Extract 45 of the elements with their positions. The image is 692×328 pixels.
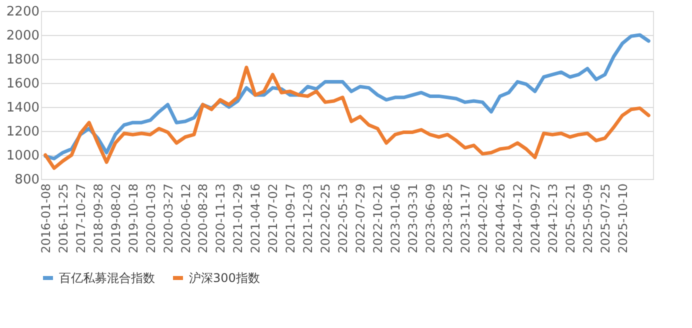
x-tick-label: 2021-12-03 — [301, 184, 316, 254]
x-tick-label: 2023-03-31 — [406, 184, 420, 254]
x-tick-label: 2024-12-13 — [546, 184, 560, 254]
y-tick-label: 1000 — [6, 148, 40, 164]
x-tick-label: 2023-08-25 — [441, 184, 456, 254]
y-tick-label: 1800 — [6, 52, 40, 68]
legend-label: 沪深300指数 — [189, 271, 260, 285]
x-tick-label: 2017-10-27 — [74, 184, 88, 254]
x-tick-label: 2023-11-17 — [458, 184, 473, 254]
x-tick-label: 2021-01-29 — [231, 184, 246, 254]
x-tick-label: 2019-08-02 — [108, 184, 123, 254]
x-tick-label: 2025-10-10 — [616, 184, 630, 254]
x-tick-label: 2016-11-25 — [56, 184, 70, 254]
y-tick-label: 1200 — [6, 124, 40, 140]
x-tick-label: 2022-02-25 — [318, 184, 333, 254]
x-tick-label: 2024-04-26 — [494, 184, 508, 254]
x-tick-label: 2022-07-29 — [354, 184, 368, 254]
y-tick-label: 2200 — [6, 4, 40, 20]
x-tick-label: 2020-11-13 — [214, 184, 228, 254]
x-tick-label: 2024-09-27 — [528, 184, 542, 254]
x-tick-label: 2021-09-17 — [284, 184, 298, 254]
y-tick-label: 2000 — [6, 28, 40, 44]
x-tick-label: 2020-03-27 — [161, 184, 176, 254]
x-tick-label: 2019-10-18 — [126, 184, 140, 254]
x-tick-label: 2016-01-08 — [38, 184, 53, 254]
x-tick-label: 2025-07-25 — [598, 184, 612, 254]
x-tick-label: 2025-05-09 — [580, 184, 595, 254]
y-tick-label: 800 — [14, 172, 40, 188]
x-tick-label: 2018-09-28 — [91, 184, 106, 254]
x-tick-label: 2020-01-03 — [144, 184, 158, 254]
x-tick-label: 2022-05-13 — [336, 184, 350, 254]
x-tick-label: 2020-06-12 — [178, 184, 193, 254]
x-tick-label: 2023-01-06 — [388, 184, 403, 254]
x-tick-label: 2021-07-02 — [266, 184, 280, 254]
x-tick-label: 2025-02-21 — [563, 184, 578, 254]
x-tick-label: 2024-07-12 — [510, 184, 525, 254]
line-series — [44, 66, 650, 170]
x-tick-label: 2020-08-28 — [196, 184, 210, 254]
x-tick-label: 2024-02-02 — [476, 184, 490, 254]
x-tick-label: 2021-04-16 — [248, 184, 263, 254]
legend-label: 百亿私募混合指数 — [59, 271, 155, 285]
x-tick-label: 2023-06-09 — [424, 184, 438, 254]
x-tick-label: 2022-10-21 — [371, 184, 386, 254]
y-tick-label: 1600 — [6, 76, 40, 92]
y-tick-label: 1400 — [6, 100, 40, 116]
